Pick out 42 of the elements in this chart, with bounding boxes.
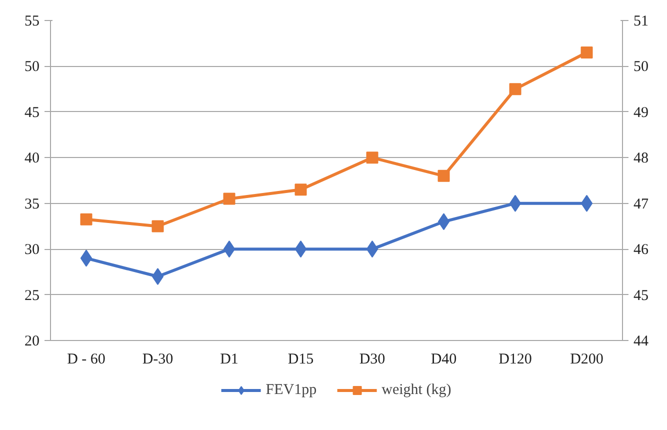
y-tick-label: 45 xyxy=(24,104,40,121)
x-tick-label: D - 60 xyxy=(67,352,106,368)
y-tick-label: 20 xyxy=(24,334,40,350)
y-tick-label: 40 xyxy=(24,150,40,167)
x-tick-label: D30 xyxy=(359,352,386,368)
legend-label: FEV1pp xyxy=(266,382,317,398)
y2-tick-label: 50 xyxy=(634,59,648,76)
point xyxy=(366,152,378,164)
point xyxy=(438,213,450,230)
y2-tick-label: 46 xyxy=(634,242,649,258)
point xyxy=(509,83,522,96)
point xyxy=(223,240,236,258)
y2-tick-label: 49 xyxy=(634,104,648,121)
point xyxy=(366,240,378,258)
y-tick-label: 25 xyxy=(24,288,40,304)
x-tick-label: D15 xyxy=(288,352,314,368)
point xyxy=(152,220,164,232)
x-tick-label: D200 xyxy=(570,352,604,368)
point xyxy=(80,213,92,226)
y2-tick-label: 48 xyxy=(634,150,648,167)
y2-tick-label: 51 xyxy=(634,14,648,30)
x-tick-label: D40 xyxy=(430,352,457,368)
x-tick-label: D-30 xyxy=(142,352,174,368)
y2-tick-label: 45 xyxy=(634,288,648,304)
point xyxy=(580,46,593,58)
point xyxy=(580,194,593,212)
x-tick-label: D1 xyxy=(220,352,238,368)
point xyxy=(80,250,92,267)
y-tick-label: 35 xyxy=(24,196,40,212)
point xyxy=(152,268,164,285)
y-tick-label: 50 xyxy=(24,59,40,76)
point xyxy=(438,170,450,182)
legend-label: weight (kg) xyxy=(382,382,452,398)
point xyxy=(294,240,307,258)
point xyxy=(223,192,236,205)
y-tick-label: 55 xyxy=(24,14,40,30)
y2-tick-label: 44 xyxy=(634,334,649,350)
y-tick-label: 30 xyxy=(24,242,40,258)
x-tick-label: D120 xyxy=(498,352,532,368)
point xyxy=(509,194,522,212)
point xyxy=(294,184,307,196)
y2-tick-label: 47 xyxy=(634,196,649,212)
